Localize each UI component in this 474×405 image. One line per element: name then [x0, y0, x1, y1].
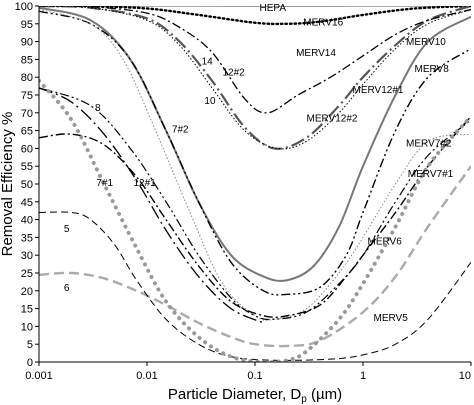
series-line-merv8: [39, 10, 471, 296]
y-tick-label: 60: [21, 143, 33, 155]
series-line-merv12-2: [39, 6, 471, 150]
y-tick-label: 5: [27, 339, 33, 351]
x-axis-label-main: Particle Diameter, D: [168, 386, 302, 403]
y-tick-label: 80: [21, 72, 33, 84]
series-line-5: [39, 211, 471, 361]
y-tick-label: 20: [21, 286, 33, 298]
curve-label-merv6: MERV6: [368, 237, 403, 248]
curve-label-7-2: 7#2: [172, 124, 189, 135]
y-tick-label: 85: [21, 54, 33, 66]
curve-label-merv10: MERV10: [406, 37, 446, 48]
x-tick-label: 0.01: [136, 370, 157, 382]
y-axis-label: Removal Efficiency %: [0, 112, 16, 257]
x-axis-label-unit: (µm): [307, 386, 342, 403]
curve-label-8: 8: [95, 103, 101, 114]
curve-label-merv12-1: MERV12#1: [353, 85, 404, 96]
curve-label-merv14: MERV14: [296, 48, 336, 59]
y-tick-label: 45: [21, 197, 33, 209]
curve-label-merv8: MERV8: [415, 64, 450, 75]
y-tick-label: 95: [21, 19, 33, 31]
curve-label-6: 6: [64, 283, 70, 294]
series-line-merv12-1: [39, 6, 471, 114]
curve-label-hepa: HEPA: [260, 3, 287, 14]
curve-label-merv7-2: MERV7#2: [406, 139, 452, 150]
curve-label-merv5: MERV5: [374, 313, 409, 324]
series-line-merv14: [39, 6, 471, 150]
y-tick-label: 35: [21, 232, 33, 244]
series-line-12-1: [39, 87, 471, 321]
y-tick-label: 90: [21, 37, 33, 49]
curve-label-merv12-2: MERV12#2: [307, 114, 358, 125]
series-line-large-dot: [39, 78, 471, 362]
y-tick-label: 0: [27, 357, 33, 369]
y-tick-label: 70: [21, 108, 33, 120]
y-tick-label: 25: [21, 268, 33, 280]
curve-label-12-2: 12#2: [223, 67, 246, 78]
x-tick-label: 0.1: [247, 370, 262, 382]
ticks-layer: 0510152025303540455055606570758085909510…: [15, 1, 472, 382]
x-axis-label: Particle Diameter, Dp (µm): [168, 386, 342, 405]
y-tick-label: 75: [21, 90, 33, 102]
y-tick-label: 10: [21, 321, 33, 333]
x-axis-label-sub: p: [301, 394, 307, 405]
curve-label-14: 14: [202, 57, 214, 68]
y-tick-label: 40: [21, 215, 33, 227]
curve-label-merv7-1: MERV7#1: [408, 169, 454, 180]
curve-label-7-1: 7#1: [96, 178, 113, 189]
curve-label-12-1: 12#1: [134, 178, 157, 189]
y-tick-label: 55: [21, 161, 33, 173]
y-tick-label: 65: [21, 126, 33, 138]
series-line-merv7-2: [39, 9, 471, 321]
y-tick-label: 15: [21, 304, 33, 316]
series-line-8: [39, 87, 264, 324]
x-tick-label: 1: [360, 370, 366, 382]
y-tick-label: 30: [21, 250, 33, 262]
y-tick-label: 100: [15, 1, 33, 13]
x-tick-label: 10: [459, 370, 471, 382]
x-tick-label: 0.001: [25, 370, 53, 382]
y-tick-label: 50: [21, 179, 33, 191]
annotation-layer: HEPA MERV16 14 12#2 MERV14 MERV12#1 MERV10 MERV…: [64, 3, 454, 324]
series-line-merv7-1: [39, 115, 471, 318]
curve-label-merv16: MERV16: [303, 18, 343, 29]
series-layer: [39, 6, 471, 362]
curve-label-10: 10: [204, 96, 216, 107]
series-line-merv6: [39, 165, 471, 348]
curve-label-5: 5: [64, 224, 70, 235]
series-line-merv16: [39, 6, 471, 26]
